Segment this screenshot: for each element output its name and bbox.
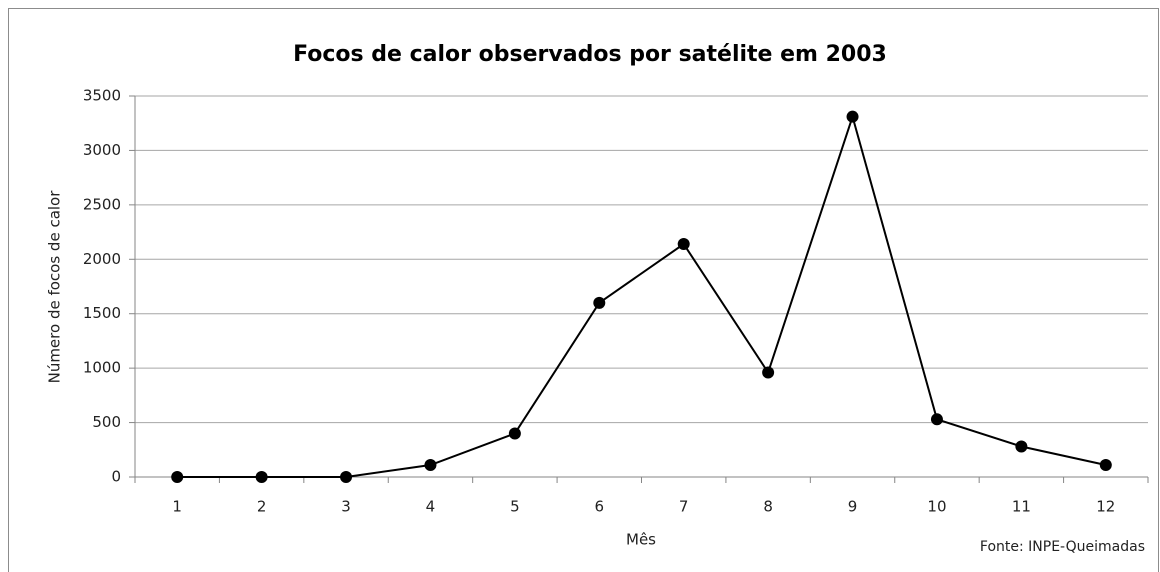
x-tick-label: 7: [679, 498, 689, 516]
data-point: [930, 413, 943, 426]
y-tick-label: 3500: [83, 87, 121, 105]
x-tick-label: 4: [426, 498, 436, 516]
y-tick-label: 1000: [83, 359, 121, 377]
x-tick-label: 9: [848, 498, 858, 516]
y-tick-label: 500: [92, 413, 121, 431]
x-tick-label: 3: [341, 498, 351, 516]
x-tick-label: 5: [510, 498, 520, 516]
data-point: [1099, 459, 1112, 472]
data-point: [762, 366, 775, 379]
data-point: [171, 471, 184, 483]
data-point: [846, 110, 859, 123]
data-point: [677, 238, 690, 251]
data-point: [508, 427, 521, 440]
data-line: [177, 113, 1107, 478]
chart-title: Focos de calor observados por satélite e…: [293, 42, 887, 67]
x-tick-label: 12: [1096, 498, 1115, 516]
x-tick-label: 8: [763, 498, 773, 516]
x-tick-label: 11: [1012, 498, 1031, 516]
data-point: [255, 471, 268, 483]
x-axis-label: Mês: [626, 531, 656, 549]
y-tick-label: 3000: [83, 141, 121, 159]
source-note: Fonte: INPE-Queimadas: [980, 539, 1145, 555]
data-point: [593, 296, 606, 309]
y-tick-label: 0: [111, 468, 121, 486]
data-point: [1015, 440, 1028, 453]
y-tick-label: 2500: [83, 195, 121, 213]
x-tick-label: 2: [257, 498, 267, 516]
x-tick-label: 1: [172, 498, 182, 516]
x-tick-label: 10: [927, 498, 946, 516]
y-tick-label: 1500: [83, 304, 121, 322]
y-tick-label: 2000: [83, 250, 121, 268]
chart-frame: [8, 8, 1159, 572]
x-tick-label: 6: [595, 498, 605, 516]
data-point: [424, 459, 437, 472]
y-axis-label: Número de focos de calor: [46, 190, 64, 384]
data-point: [340, 471, 353, 483]
